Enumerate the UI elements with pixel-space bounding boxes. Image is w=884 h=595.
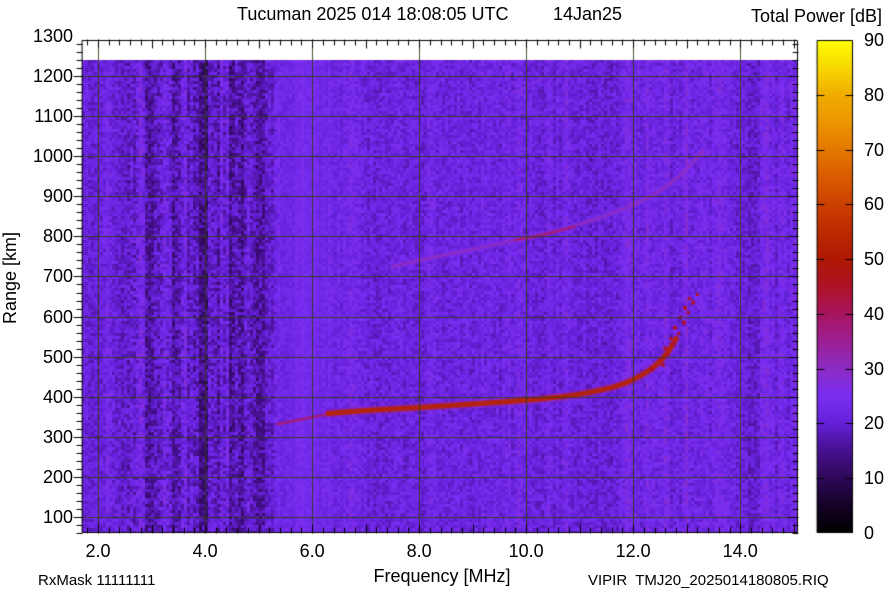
- x-tick-label: 2.0: [85, 541, 111, 561]
- x-tick-label: 10.0: [508, 541, 544, 561]
- colorbar-tick-label: 0: [864, 523, 875, 543]
- x-axis-title: Frequency [MHz]: [373, 566, 511, 586]
- colorbar-tick-label: 70: [864, 139, 884, 160]
- plot-date: 14Jan25: [553, 4, 623, 24]
- x-tick-label: 6.0: [299, 541, 325, 561]
- rx-mask-label: RxMask 11111111: [38, 572, 156, 589]
- x-tick-label: 12.0: [615, 541, 651, 561]
- colorbar-tick-label: 30: [864, 358, 884, 379]
- y-tick-label: 1000: [32, 146, 73, 167]
- colorbar-tick-label: 50: [864, 249, 884, 270]
- x-tick-label: 4.0: [192, 541, 218, 561]
- y-tick-label: 1200: [32, 66, 73, 87]
- y-tick-label: 900: [42, 186, 73, 207]
- plot-title: Tucuman 2025 014 18:08:05 UTC: [237, 4, 509, 24]
- y-tick-label: 400: [42, 386, 73, 407]
- x-tick-label: 8.0: [406, 541, 432, 561]
- y-axis-title: Range [km]: [0, 231, 20, 325]
- colorbar-tick-label: 40: [864, 303, 884, 324]
- y-tick-label: 500: [42, 346, 73, 367]
- file-name-label: VIPIR TMJ20_2025014180805.RIQ: [588, 572, 829, 589]
- y-tick-label: 200: [42, 466, 73, 487]
- colorbar-tick-label: 90: [864, 30, 884, 50]
- y-tick-label: 600: [42, 306, 73, 327]
- y-tick-label: 100: [42, 506, 73, 527]
- colorbar-tick-label: 10: [864, 468, 884, 489]
- colorbar-tick-label: 20: [864, 413, 884, 434]
- y-tick-label: 700: [42, 266, 73, 287]
- colorbar-tick-label: 80: [864, 84, 884, 105]
- y-tick-label: 1100: [34, 106, 73, 127]
- y-tick-label: 1300: [32, 25, 73, 46]
- x-tick-label: 14.0: [722, 541, 758, 561]
- colorbar-tick-label: 60: [864, 194, 884, 215]
- colorbar-title: Total Power [dB]: [750, 6, 882, 26]
- y-tick-label: 800: [42, 226, 73, 247]
- y-tick-label: 300: [42, 426, 73, 447]
